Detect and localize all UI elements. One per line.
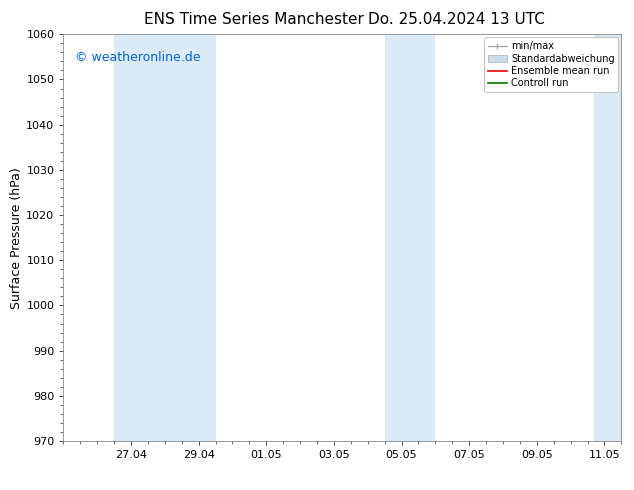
Text: © weatheronline.de: © weatheronline.de [75,50,200,64]
Legend: min/max, Standardabweichung, Ensemble mean run, Controll run: min/max, Standardabweichung, Ensemble me… [484,37,618,92]
Text: Do. 25.04.2024 13 UTC: Do. 25.04.2024 13 UTC [368,12,545,27]
Bar [385,34,436,441]
Text: ENS Time Series Manchester: ENS Time Series Manchester [144,12,363,27]
Bar [114,34,216,441]
Y-axis label: Surface Pressure (hPa): Surface Pressure (hPa) [11,167,23,309]
Bar [594,34,621,441]
